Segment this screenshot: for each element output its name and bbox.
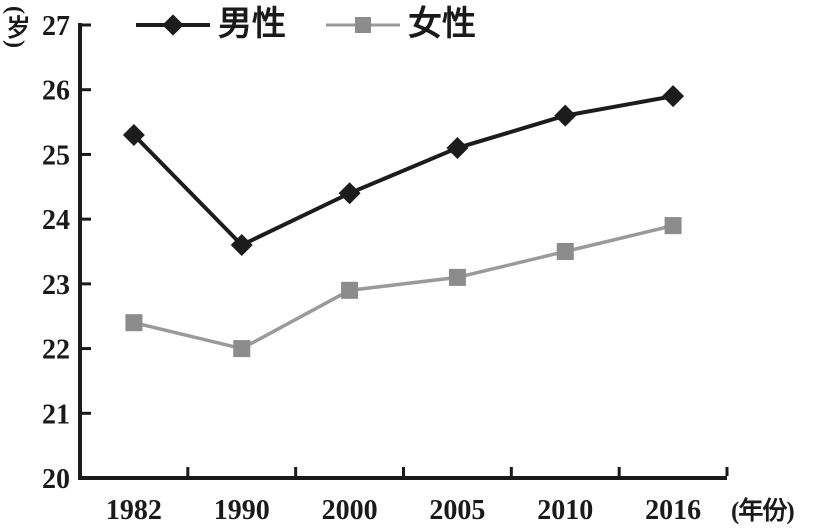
x-axis-tick-label: 2016	[645, 495, 701, 526]
y-axis-tick-label: 23	[42, 270, 70, 301]
x-axis-unit-label: (年份)	[731, 498, 795, 525]
x-axis-tick-label: 2005	[429, 495, 485, 526]
y-axis-tick-label: 22	[42, 335, 70, 366]
data-point-square-female	[664, 217, 682, 235]
data-point-square-female	[341, 281, 359, 299]
data-point-diamond-male	[662, 85, 685, 108]
y-axis-tick-label: 21	[42, 399, 70, 430]
data-point-diamond-male	[230, 234, 253, 257]
y-axis-tick-label: 27	[42, 11, 70, 42]
data-point-diamond-male	[446, 136, 469, 159]
series-line-female	[133, 223, 674, 351]
y-axis-tick-label: 26	[42, 76, 70, 107]
series-line-male	[132, 94, 674, 248]
y-axis-unit-label: (岁)	[2, 6, 28, 49]
x-axis-tick-label: 1990	[214, 495, 270, 526]
data-point-diamond-male	[554, 104, 577, 127]
x-axis-tick-label: 2000	[322, 495, 378, 526]
x-axis-tick-label: 1982	[106, 495, 162, 526]
data-point-square-female	[556, 243, 574, 260]
y-axis-tick-label: 25	[42, 140, 70, 171]
data-point-diamond-male	[122, 124, 145, 147]
axis-lines	[78, 23, 727, 480]
data-point-diamond-male	[338, 182, 361, 205]
data-point-square-female	[125, 314, 143, 332]
x-axis-tick-label: 2010	[537, 495, 593, 526]
data-point-square-female	[448, 268, 466, 286]
y-axis-tick-label: 20	[42, 464, 70, 495]
data-point-square-female	[233, 340, 251, 358]
y-axis-tick-label: 24	[42, 205, 70, 236]
